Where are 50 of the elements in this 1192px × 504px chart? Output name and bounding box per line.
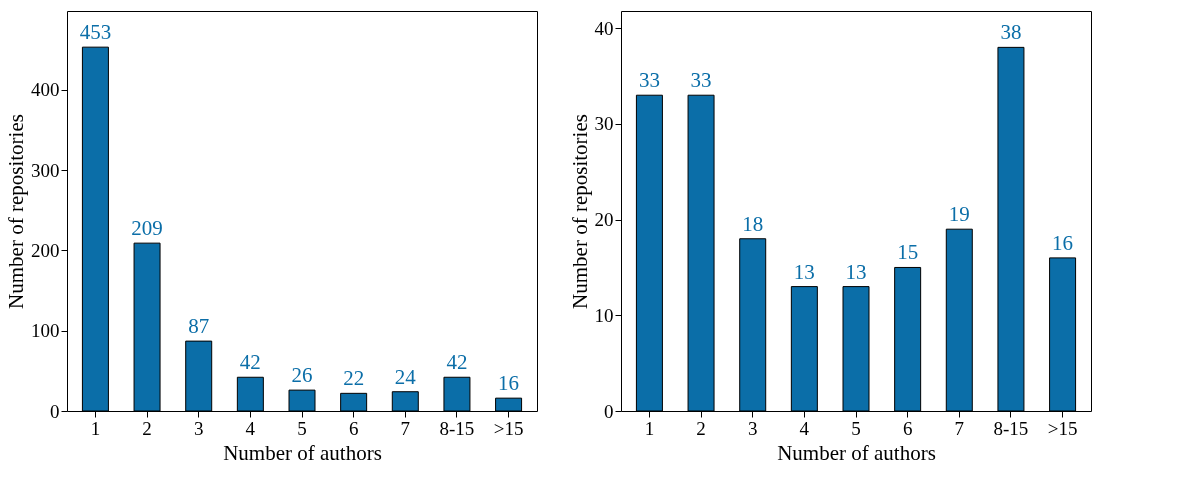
x-tick-label: >15 [493, 417, 524, 439]
y-tick-label: 100 [31, 320, 60, 342]
y-axis-title: Number of repositories [4, 114, 28, 309]
x-tick-label: 4 [799, 417, 810, 439]
y-tick-label: 20 [594, 209, 614, 231]
x-tick-label: 4 [245, 417, 256, 439]
y-tick-label: 200 [31, 239, 60, 261]
x-tick-label: 1 [644, 417, 655, 439]
data-label: 453 [79, 20, 112, 45]
x-tick-label: 8-15 [439, 417, 475, 439]
x-tick-label: 3 [747, 417, 758, 439]
data-label: 209 [131, 216, 163, 241]
x-tick-label: 6 [902, 417, 913, 439]
data-label: 38 [1000, 20, 1022, 45]
x-tick-label: 2 [142, 417, 152, 439]
y-tick-label: 40 [594, 17, 614, 39]
x-tick-label: 7 [954, 417, 965, 439]
y-tick-label: 300 [31, 159, 60, 181]
y-tick-label: 30 [594, 113, 614, 135]
x-axis-title: Number of authors [777, 440, 936, 465]
y-axis-title: Number of repositories [567, 114, 592, 309]
data-label: 13 [845, 259, 867, 284]
x-tick-label: 7 [400, 417, 411, 439]
x-tick-label: 6 [348, 417, 359, 439]
x-tick-label: 3 [193, 417, 204, 439]
data-label: 22 [343, 366, 365, 391]
data-label: 18 [742, 211, 764, 236]
data-label: 87 [188, 314, 210, 339]
y-tick-label: 0 [604, 400, 614, 422]
x-tick-label: >15 [1047, 417, 1078, 439]
x-tick-label: 5 [297, 417, 307, 439]
data-label: 15 [897, 240, 919, 265]
x-tick-label: 8-15 [993, 417, 1029, 439]
data-label: 13 [793, 259, 815, 284]
data-label: 33 [690, 68, 712, 93]
data-label: 24 [394, 364, 417, 389]
data-label: 26 [291, 363, 313, 388]
data-label: 16 [1052, 230, 1074, 255]
y-tick-label: 10 [594, 304, 614, 326]
data-label: 42 [239, 350, 261, 375]
x-axis-title: Number of authors [223, 440, 382, 465]
y-tick-label: 0 [50, 400, 60, 422]
x-tick-label: 1 [90, 417, 101, 439]
data-label: 33 [638, 68, 660, 93]
y-tick-label: 400 [31, 79, 60, 101]
data-label: 42 [446, 350, 468, 375]
x-tick-label: 5 [851, 417, 861, 439]
data-label: 19 [948, 202, 970, 227]
x-tick-label: 2 [696, 417, 706, 439]
data-label: 16 [498, 371, 520, 396]
